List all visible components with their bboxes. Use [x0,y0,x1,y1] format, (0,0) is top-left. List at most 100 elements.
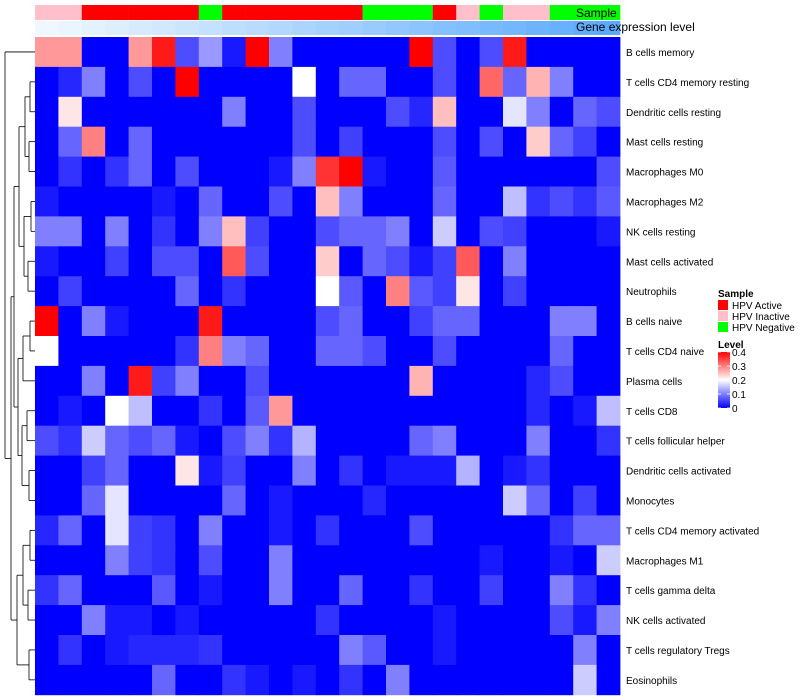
heatmap-cell [58,126,83,157]
expression-annotation-cell [105,21,129,35]
sample-annotation-cell [58,5,83,20]
heatmap-cell [315,515,340,546]
heatmap-cell [198,186,223,217]
heatmap-cell [409,635,434,666]
heatmap-cell [315,37,340,68]
heatmap-cell [81,216,106,247]
heatmap-cell [175,66,200,98]
heatmap-cell [339,66,363,98]
row-label: Macrophages M2 [626,197,704,208]
heatmap-cell [596,365,621,397]
heatmap-cell [549,126,574,157]
heatmap-cell [81,246,106,277]
heatmap-cell [409,575,434,606]
heatmap-cell [549,365,574,397]
sample-annotation-cell [292,5,317,20]
heatmap-cell [58,455,83,486]
heatmap-cell [432,635,457,666]
heatmap-cell [245,635,270,666]
heatmap-cell [479,515,504,546]
level-tick-label: 0 [732,404,738,415]
heatmap-cell [222,605,246,636]
heatmap-cell [479,156,504,187]
heatmap-cell [222,635,246,666]
heatmap-cell [105,365,129,397]
heatmap-cell [175,664,200,696]
heatmap-cell [549,635,574,666]
annotation-label-sample: Sample [576,6,617,20]
heatmap-cell [245,276,270,307]
heatmap-cell [339,306,363,337]
heatmap-cell [386,545,410,576]
heatmap-cell [128,575,153,606]
expression-annotation-cell [573,21,597,35]
heatmap-cell [128,216,153,247]
heatmap-cell [222,216,246,247]
heatmap-cell [362,96,387,128]
heatmap-cell [479,365,504,397]
heatmap-cell [526,425,551,456]
heatmap-cell [526,575,551,606]
heatmap-cell [362,126,387,157]
heatmap-cell [479,575,504,606]
heatmap-cell [315,246,340,277]
sample-annotation-cell [409,5,434,20]
heatmap-cell [105,96,129,128]
row-label: Eosinophils [626,676,677,687]
heatmap-cell [58,156,83,187]
expression-annotation-cell [269,21,293,35]
heatmap-cell [198,126,223,157]
expression-annotation-cell [526,21,551,35]
row-label: Dendritic cells resting [626,108,721,119]
heatmap-cell [362,156,387,187]
heatmap-cell [479,664,504,696]
heatmap-cell [362,365,387,397]
heatmap-cell [222,425,246,456]
sample-annotation-cell [573,5,597,20]
heatmap-cell [432,306,457,337]
heatmap-cell [315,156,340,187]
heatmap-cell [198,664,223,696]
heatmap-cell [245,575,270,606]
heatmap-cell [503,306,527,337]
heatmap-cell [198,605,223,636]
heatmap-cell [152,276,176,307]
heatmap-cell [245,246,270,277]
heatmap-cell [152,515,176,546]
heatmap-cell [573,575,597,606]
expression-annotation-cell [35,21,59,35]
heatmap-cell [35,276,59,307]
heatmap-cell [128,336,153,367]
legend-swatch [718,322,728,332]
heatmap-cell [245,664,270,696]
heatmap-cell [596,515,621,546]
heatmap-cell [409,96,434,128]
sample-annotation-cell [81,5,106,20]
heatmap-cell [339,246,363,277]
heatmap-cell [292,336,317,367]
heatmap-cell [245,186,270,217]
heatmap-cell [152,635,176,666]
heatmap-cell [503,485,527,516]
heatmap-cell [362,545,387,576]
expression-annotation-cell [362,21,387,35]
expression-annotation-cell [432,21,457,35]
heatmap-cell [549,336,574,367]
heatmap-cell [549,246,574,277]
heatmap-cell [526,365,551,397]
heatmap-cell [105,336,129,367]
heatmap-cell [596,545,621,576]
heatmap-cell [128,126,153,157]
heatmap-cell [35,365,59,397]
heatmap-cell [175,425,200,456]
sample-annotation-cell [175,5,200,20]
heatmap-cell [152,156,176,187]
heatmap-cell [128,276,153,307]
heatmap-cell [175,96,200,128]
heatmap-cell [152,664,176,696]
expression-annotation-cell [81,21,106,35]
heatmap-cell [105,216,129,247]
heatmap-cell [222,575,246,606]
heatmap-cell [573,515,597,546]
heatmap-cell [81,664,106,696]
